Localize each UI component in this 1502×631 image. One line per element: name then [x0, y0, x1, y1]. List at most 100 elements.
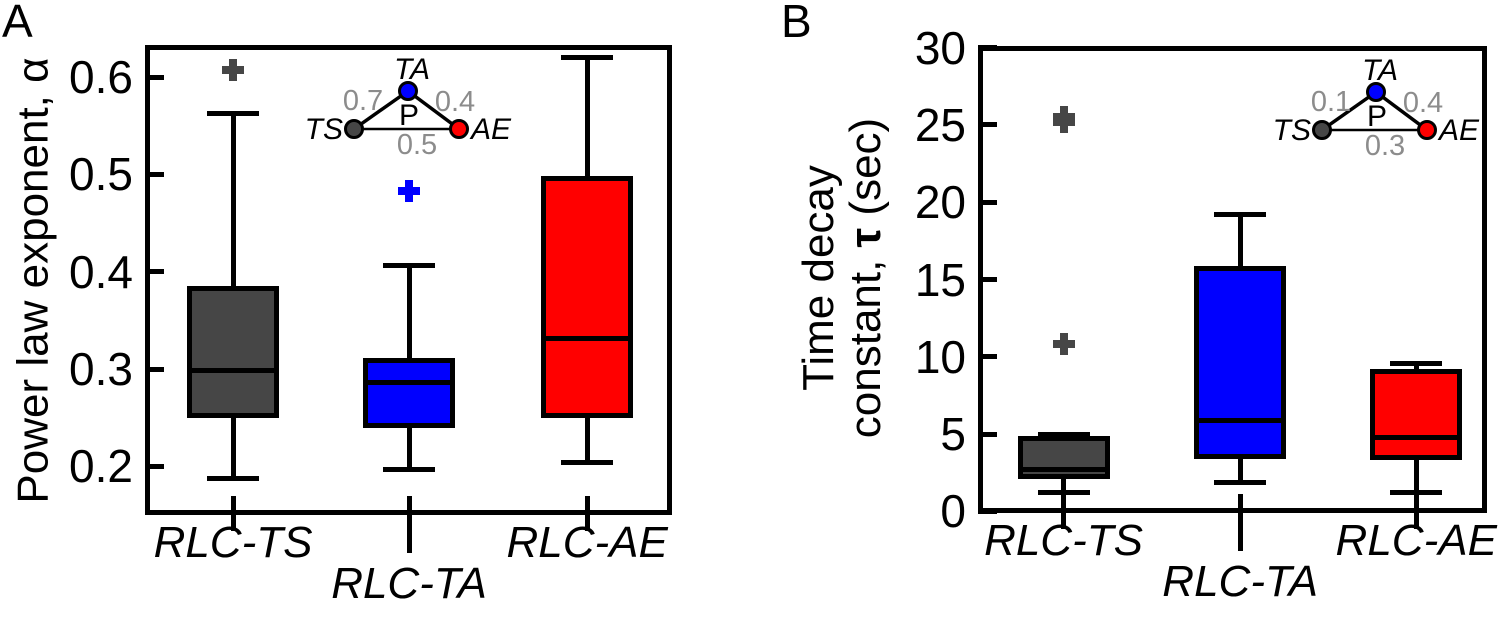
inset-node-ts — [1312, 120, 1332, 140]
panel-a-network-inset: TA TS AE P 0.7 0.4 0.5 — [305, 53, 512, 161]
inset-node-ae — [1417, 120, 1437, 140]
x-tick-outer — [584, 510, 590, 531]
y-tick — [978, 277, 997, 282]
panel-b-network-inset: TA TS AE P 0.1 0.4 0.3 — [1273, 54, 1480, 162]
box-rlc-ta — [1194, 265, 1287, 459]
inset-node-ts — [344, 119, 364, 139]
box-rlc-ts — [187, 286, 279, 418]
outlier-marker-bar — [222, 66, 244, 75]
y-tick — [978, 431, 997, 437]
whisker-cap-lower — [1037, 490, 1090, 496]
y-tick-label: 20 — [914, 176, 966, 229]
outlier-marker — [398, 179, 421, 202]
whisker-cap-upper — [1037, 431, 1090, 437]
x-tick-outer — [1413, 508, 1419, 529]
panel-b-letter: B — [781, 0, 812, 47]
inset-edge-ts-ta — [352, 89, 410, 131]
x-tick — [1061, 494, 1066, 508]
inset-label-ts: TS — [305, 113, 343, 146]
box-rlc-ae — [541, 176, 634, 418]
inset-label-p: P — [399, 99, 419, 132]
panel-b-plot-area: 30 25 20 15 10 5 0 RLC-TS RLC-TA RLC-AE — [915, 22, 1497, 605]
whisker-cap-lower — [383, 466, 436, 472]
panel-a-plot-area: 0.6 0.5 0.4 0.3 0.2 RLC-TS RLC-TA RLC-AE — [69, 45, 672, 607]
x-category-label: RLC-AE — [506, 518, 668, 567]
whisker-cap-lower — [1214, 479, 1267, 485]
x-tick — [584, 496, 590, 510]
outlier-marker — [1052, 333, 1075, 356]
median-line — [1194, 417, 1287, 423]
x-category-label: RLC-AE — [1335, 516, 1497, 565]
median-line — [541, 336, 634, 342]
inset-weight-ta-ae: 0.4 — [1403, 87, 1443, 119]
inset-label-ae: AE — [1437, 114, 1480, 147]
y-tick — [145, 366, 164, 372]
y-tick — [978, 508, 997, 514]
inset-weight-ts-ae: 0.3 — [1365, 130, 1405, 162]
inset-weight-ts-ta: 0.1 — [1311, 86, 1351, 118]
inset-label-ta: TA — [1362, 54, 1398, 87]
y-tick-label: 10 — [914, 330, 966, 383]
inset-label-ts: TS — [1273, 114, 1311, 147]
inset-label-ae: AE — [469, 113, 512, 146]
whisker-cap-upper — [207, 110, 259, 116]
panel-a-letter: A — [2, 0, 33, 47]
box-rlc-ts — [1017, 435, 1110, 479]
x-tick — [230, 496, 236, 510]
whisker-cap-upper — [1390, 360, 1443, 366]
y-tick-label: 0 — [940, 485, 966, 538]
y-tick-label: 25 — [914, 98, 966, 151]
whisker-cap-lower — [1390, 490, 1443, 496]
y-tick-label: 0.2 — [69, 440, 133, 493]
y-tick-label: 0.6 — [69, 51, 133, 104]
inset-edge-ta-ae — [1374, 90, 1429, 132]
whisker-cap-upper — [1214, 212, 1267, 218]
inset-node-ta — [398, 81, 418, 101]
whisker-cap-upper — [383, 263, 436, 269]
x-category-label: RLC-TA — [331, 559, 487, 608]
x-category-label: RLC-TA — [1162, 557, 1318, 606]
y-tick — [978, 354, 997, 360]
y-tick-label: 5 — [940, 408, 966, 461]
inset-node-ae — [449, 119, 469, 139]
outlier-marker-bar — [1052, 117, 1075, 126]
y-tick-label: 15 — [914, 253, 966, 306]
x-tick-outer — [406, 510, 412, 553]
outlier-marker-bar — [398, 186, 421, 195]
inset-weight-ts-ta: 0.7 — [343, 85, 383, 117]
inset-node-ta — [1366, 82, 1386, 102]
inset-weight-ta-ae: 0.4 — [435, 86, 475, 118]
whisker-cap-lower — [207, 475, 259, 481]
median-line — [1017, 467, 1110, 473]
x-tick-outer — [230, 510, 236, 531]
y-axis-label-bold-symbol: τ — [841, 227, 890, 248]
y-tick — [978, 122, 997, 128]
outlier-marker-bar — [1052, 340, 1075, 349]
whisker-cap-upper — [561, 55, 614, 61]
y-tick — [978, 199, 997, 205]
outlier-marker — [222, 59, 244, 82]
x-tick — [406, 496, 412, 510]
whisker-cap-lower — [561, 459, 614, 465]
inset-label-p: P — [1367, 100, 1387, 133]
median-line — [187, 368, 279, 374]
x-tick — [1413, 494, 1419, 508]
x-tick-outer — [1237, 508, 1243, 551]
x-category-label: RLC-TS — [984, 516, 1143, 565]
x-tick — [1237, 494, 1243, 508]
y-tick — [145, 171, 164, 177]
y-tick-label: 30 — [914, 21, 966, 74]
y-tick — [145, 463, 164, 469]
inset-label-ta: TA — [394, 53, 430, 86]
inset-weight-ts-ae: 0.5 — [397, 129, 437, 161]
outlier-marker — [1052, 110, 1075, 133]
inset-edge-ta-ae — [406, 89, 461, 131]
box-rlc-ta — [363, 358, 456, 429]
x-category-label: RLC-TS — [153, 518, 313, 567]
y-tick-label: 0.5 — [69, 148, 133, 201]
inset-edge-ts-ta — [1320, 90, 1378, 132]
x-tick-outer — [1061, 508, 1066, 529]
y-tick — [145, 269, 164, 275]
y-tick-label: 0.4 — [69, 245, 133, 298]
